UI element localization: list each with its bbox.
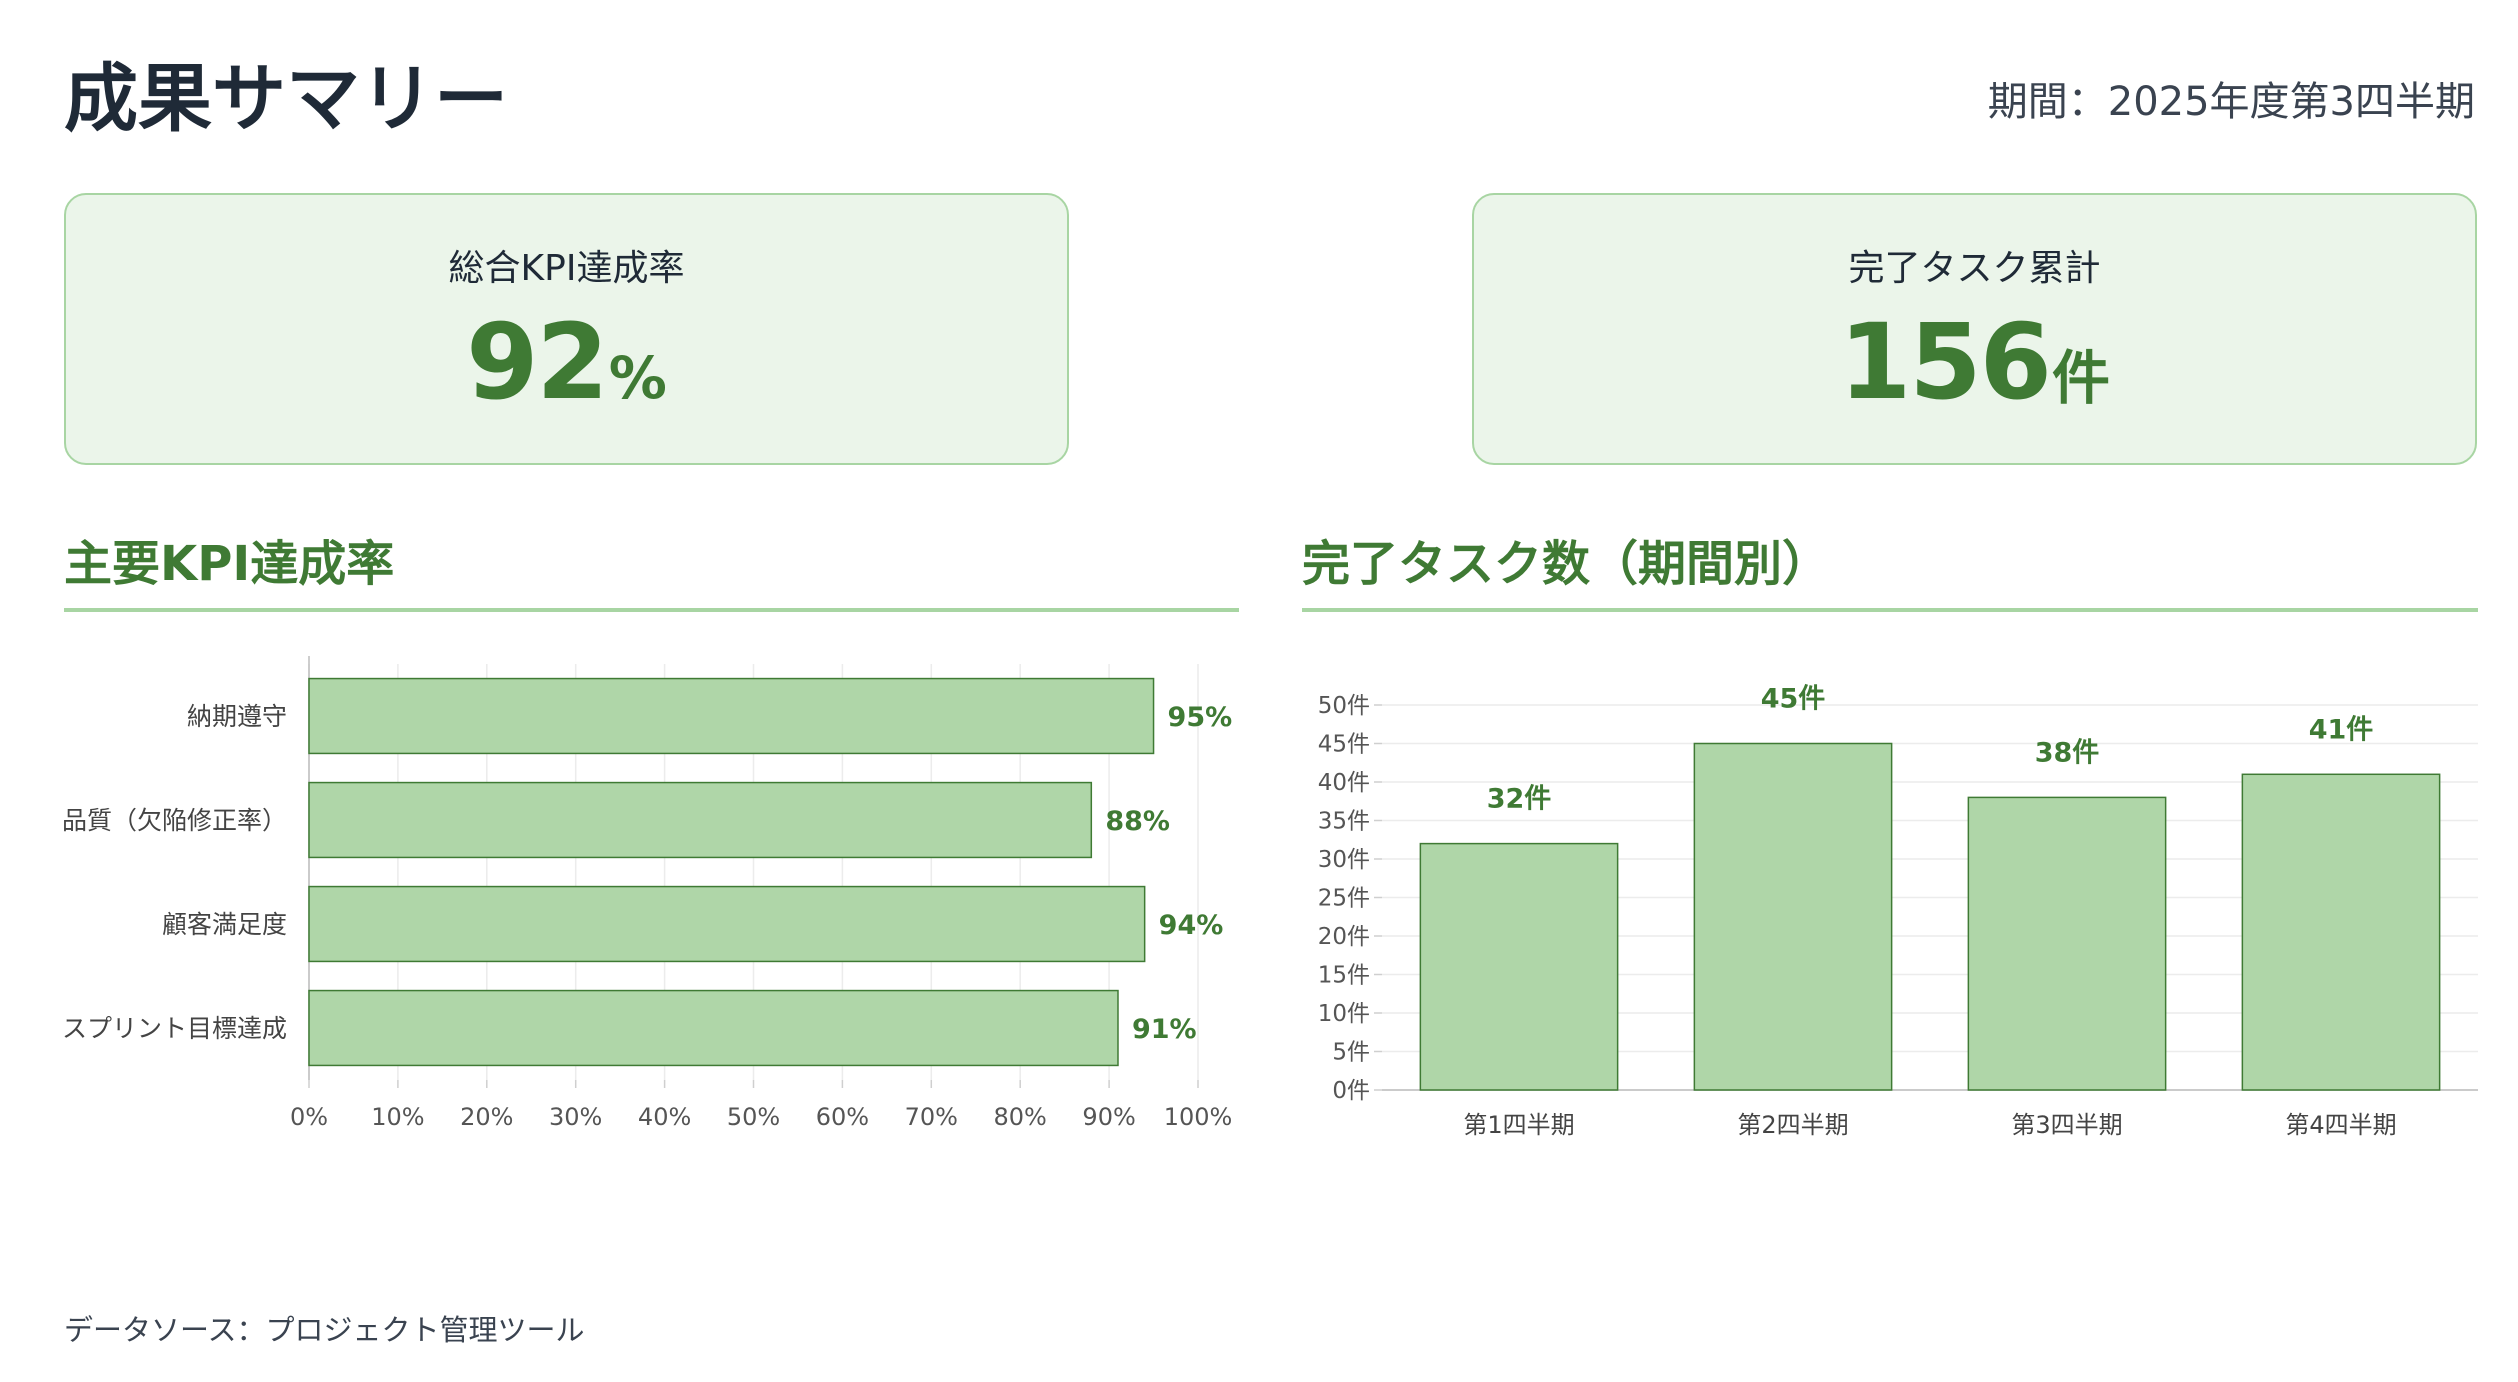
y-tick-label: 35件 — [1318, 809, 1370, 835]
x-tick-label: 20% — [460, 1103, 513, 1131]
x-tick-label: 70% — [905, 1103, 958, 1131]
bar-data-label: 91% — [1132, 1014, 1197, 1045]
task-bar — [1693, 742, 1893, 1091]
task-chart-title: 完了タスク数（期間別） — [1302, 536, 1831, 592]
y-category-label: スプリント目標達成 — [62, 1014, 287, 1043]
task-bar — [1967, 796, 2167, 1091]
y-tick-label: 10件 — [1318, 1001, 1370, 1027]
x-tick-label: 0% — [290, 1103, 328, 1131]
x-category-label: 第1四半期 — [1463, 1111, 1574, 1139]
x-tick-label: 100% — [1164, 1103, 1233, 1131]
bar-data-label: 38件 — [2035, 737, 2100, 768]
y-tick-label: 5件 — [1332, 1040, 1370, 1066]
kpi-card-label: 完了タスク累計 — [1848, 248, 2101, 289]
bar-data-label: 32件 — [1487, 784, 1552, 815]
y-category-label: 納期遵守 — [187, 702, 287, 731]
kpi-card-label: 総合KPI達成率 — [448, 248, 685, 289]
task-bar — [1419, 842, 1619, 1091]
x-tick-label: 10% — [371, 1103, 424, 1131]
data-source-note: データソース：プロジェクト管理ツール — [64, 1313, 585, 1347]
x-tick-label: 80% — [994, 1103, 1047, 1131]
page-title: 成果サマリー — [64, 56, 508, 142]
kpi-bar — [308, 885, 1146, 963]
kpi-bar — [308, 677, 1155, 755]
section-divider — [64, 608, 1239, 612]
y-tick-label: 30件 — [1318, 847, 1370, 873]
y-category-label: 品質（欠陥修正率） — [62, 806, 287, 835]
y-category-label: 顧客満足度 — [162, 910, 287, 939]
bar-data-label: 94% — [1159, 910, 1224, 941]
bar-data-label: 45件 — [1761, 684, 1826, 715]
x-tick-label: 60% — [816, 1103, 869, 1131]
x-tick-label: 30% — [549, 1103, 602, 1131]
y-tick-label: 0件 — [1332, 1078, 1370, 1104]
kpi-card-number: 92 — [466, 301, 609, 423]
x-tick-label: 40% — [638, 1103, 691, 1131]
y-tick-label: 45件 — [1318, 732, 1370, 758]
kpi-chart-title: 主要KPI達成率 — [64, 536, 395, 592]
kpi-bar — [308, 781, 1093, 859]
x-tick-label: 50% — [727, 1103, 780, 1131]
period-label: 期間：2025年度第3四半期 — [1987, 79, 2475, 125]
kpi-card-value: 156件 — [1474, 310, 2475, 414]
kpi-card-completed-tasks: 完了タスク累計 156件 — [1472, 193, 2477, 465]
y-tick-label: 20件 — [1318, 924, 1370, 950]
y-tick-label: 50件 — [1318, 693, 1370, 719]
kpi-card-unit: % — [608, 344, 667, 412]
kpi-bar — [308, 989, 1119, 1067]
x-category-label: 第3四半期 — [2011, 1111, 2122, 1139]
bar-data-label: 41件 — [2309, 714, 2374, 745]
kpi-card-value: 92% — [66, 310, 1067, 414]
x-tick-label: 90% — [1082, 1103, 1135, 1131]
y-tick-label: 40件 — [1318, 770, 1370, 796]
kpi-card-unit: 件 — [2052, 344, 2111, 412]
kpi-card-achievement: 総合KPI達成率 92% — [64, 193, 1069, 465]
x-category-label: 第2四半期 — [1737, 1111, 1848, 1139]
y-tick-label: 15件 — [1318, 963, 1370, 989]
kpi-card-number: 156 — [1838, 301, 2052, 423]
bar-data-label: 95% — [1168, 702, 1233, 733]
x-category-label: 第4四半期 — [2285, 1111, 2396, 1139]
bar-data-label: 88% — [1105, 806, 1170, 837]
task-bar — [2241, 773, 2441, 1091]
kpi-horizontal-bar-chart: 0% 10% 20% 30% 40% 50% 60% 70% 80% 90% 100% 納期遵守 95%… — [62, 656, 1233, 1131]
y-tick-label: 25件 — [1318, 886, 1370, 912]
section-divider — [1302, 608, 2478, 612]
